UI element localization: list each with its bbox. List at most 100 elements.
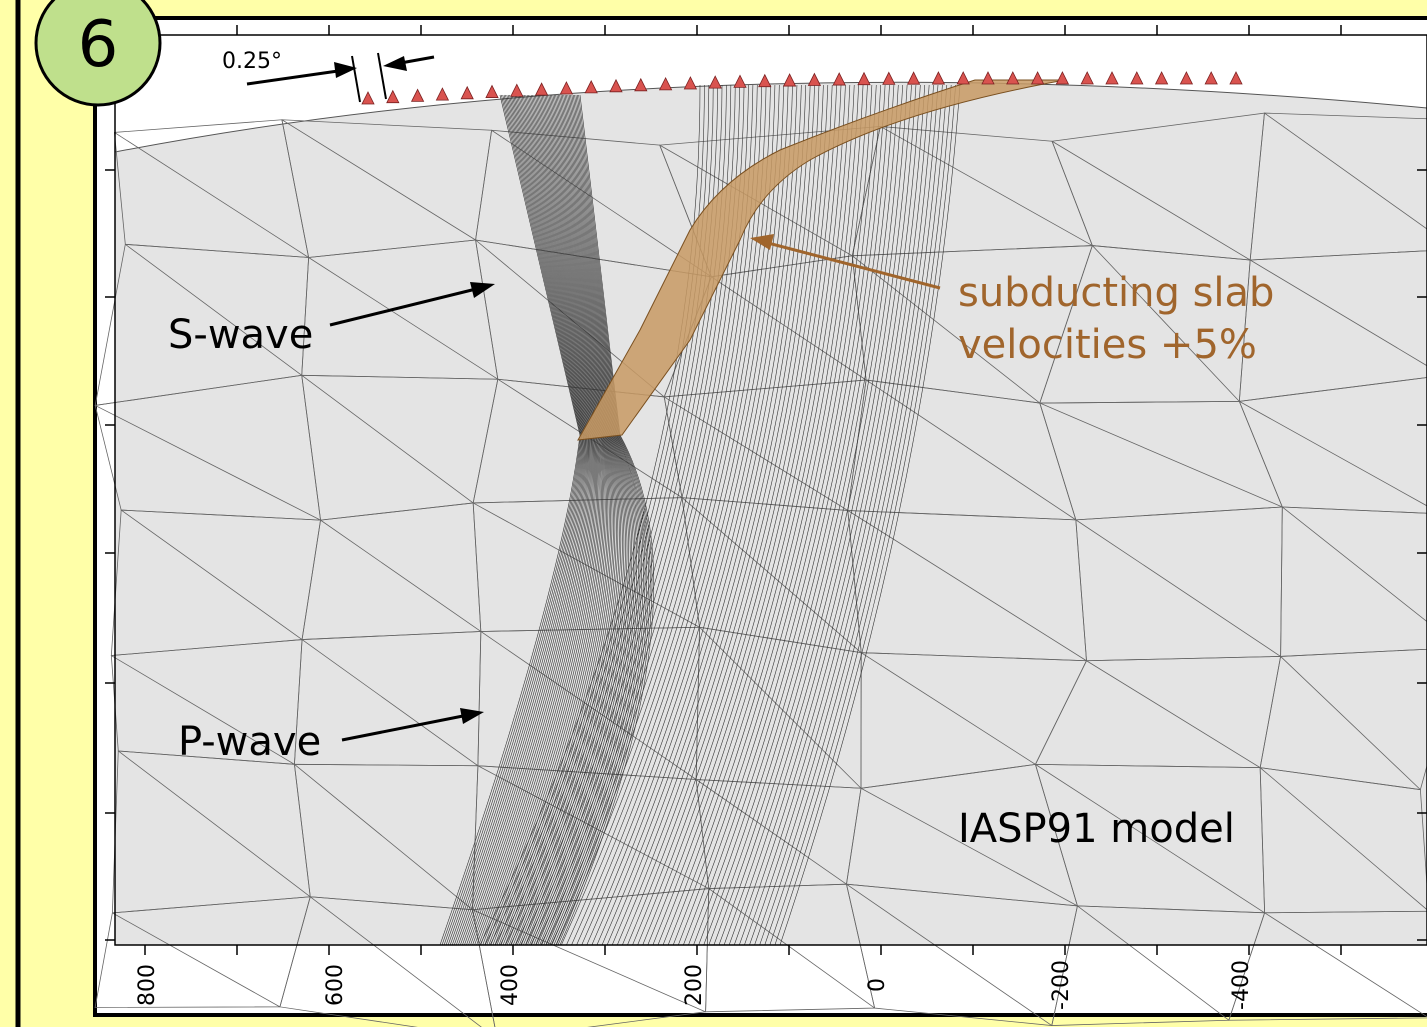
slab — [577, 79, 1066, 441]
ray — [484, 84, 705, 946]
ray — [555, 84, 767, 946]
ray — [539, 94, 638, 946]
ray — [445, 94, 583, 946]
badge-number: 6 — [78, 8, 119, 82]
ray — [488, 94, 601, 946]
station — [435, 87, 450, 101]
ray — [637, 84, 837, 946]
ray — [759, 84, 943, 946]
x-tick-label: 400 — [498, 964, 523, 1006]
ray — [496, 94, 606, 946]
arrowhead — [334, 62, 357, 78]
station — [1105, 71, 1119, 85]
ray — [478, 94, 595, 946]
ray — [586, 84, 793, 946]
station — [361, 91, 375, 105]
station — [658, 76, 673, 91]
ray — [470, 94, 591, 946]
ray — [622, 84, 824, 946]
station — [758, 73, 772, 88]
arrow — [329, 286, 481, 327]
ray — [468, 94, 591, 946]
station — [857, 71, 871, 86]
ray — [502, 94, 610, 946]
ray — [537, 94, 636, 946]
ray — [754, 84, 939, 946]
station — [634, 77, 648, 92]
station — [683, 76, 698, 90]
ray — [642, 84, 842, 946]
ray — [545, 94, 643, 946]
station — [1229, 71, 1243, 85]
x-tick-label: 600 — [323, 964, 348, 1006]
ray — [576, 84, 785, 946]
ray — [517, 94, 620, 946]
ray — [529, 94, 629, 946]
station — [1030, 71, 1045, 85]
ray — [698, 84, 890, 946]
ray — [601, 84, 807, 946]
ray — [713, 84, 904, 946]
station — [609, 78, 623, 93]
ray — [647, 84, 846, 946]
ray — [523, 94, 625, 946]
ray — [453, 94, 586, 946]
ray — [500, 94, 609, 946]
ray — [688, 84, 881, 946]
ray — [678, 84, 873, 946]
ray — [555, 94, 651, 946]
mesh-cell — [1259, 767, 1427, 914]
ray — [571, 84, 780, 946]
ray — [708, 84, 899, 946]
rays — [439, 84, 961, 946]
x-tick-label: -200 — [1049, 960, 1074, 1010]
ray — [566, 84, 776, 946]
ray — [525, 94, 626, 946]
ray — [447, 94, 584, 946]
ray — [553, 94, 649, 946]
ray — [464, 94, 589, 946]
ray — [476, 94, 594, 946]
ray — [662, 84, 859, 946]
mesh-cell — [1280, 506, 1427, 657]
arrow — [767, 241, 941, 290]
slab-label: subducting slab — [958, 270, 1274, 316]
x-tick-label: -400 — [1229, 960, 1254, 1010]
station — [386, 89, 400, 104]
ray — [490, 94, 602, 946]
scale-label: 0.25° — [222, 49, 282, 74]
ray — [512, 94, 617, 946]
station — [708, 75, 722, 89]
ray — [498, 94, 607, 946]
ray — [683, 84, 877, 946]
ray — [480, 94, 596, 946]
ray — [723, 84, 912, 946]
station — [534, 82, 549, 96]
ray — [774, 84, 956, 946]
ray — [627, 84, 829, 946]
station — [882, 71, 896, 85]
model-label: IASP91 model — [958, 806, 1235, 852]
ray — [667, 84, 864, 946]
mesh-cell — [1238, 250, 1427, 402]
station — [410, 88, 425, 102]
station — [782, 73, 797, 87]
ray — [474, 94, 593, 946]
station — [1204, 71, 1218, 85]
ray — [521, 94, 623, 946]
ray — [484, 94, 599, 946]
ray — [581, 84, 789, 946]
ray — [617, 84, 820, 946]
s-wave-label: S-wave — [168, 312, 313, 358]
ticks — [105, 25, 1427, 955]
ray — [455, 94, 586, 946]
ray — [557, 94, 653, 946]
station — [931, 71, 946, 85]
x-tick-label: 800 — [135, 964, 160, 1006]
ray — [494, 94, 605, 946]
ray — [749, 84, 934, 946]
ray — [606, 84, 811, 946]
station — [832, 72, 846, 86]
arrowhead — [750, 234, 774, 250]
